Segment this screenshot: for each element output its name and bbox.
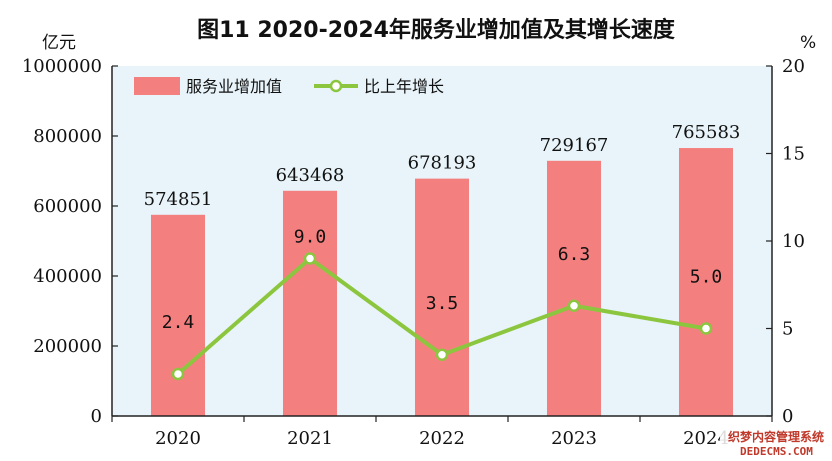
bar-2024	[679, 148, 733, 416]
right-y-tick-label-10: 10	[782, 231, 805, 252]
labels-layer: 574851 643468 678193 729167 765583 2.4 9.0 3.5 6…	[144, 122, 741, 333]
bar-value-label-2021: 643468	[276, 165, 345, 186]
bars-layer	[151, 148, 733, 416]
watermark: 织梦内容管理系统 DEDECMS.COM	[720, 427, 830, 459]
growth-point-2023	[567, 299, 581, 312]
watermark-line2: DEDECMS.COM	[740, 445, 813, 458]
growth-point-2021	[303, 252, 317, 265]
x-tick-label-2020: 2020	[155, 428, 201, 449]
bar-value-label-2020: 574851	[144, 189, 213, 210]
left-axis-unit: 亿元	[42, 33, 76, 53]
bar-value-label-2023: 729167	[540, 135, 609, 156]
bar-2022	[415, 178, 469, 416]
right-y-tick-label-20: 20	[782, 56, 805, 77]
left-y-tick-label-0: 0	[91, 406, 102, 427]
legend: 服务业增加值 比上年增长	[134, 77, 444, 96]
growth-point-2020	[171, 367, 185, 381]
legend-line-marker	[329, 79, 343, 93]
bar-value-label-2024: 765583	[672, 122, 741, 143]
bar-value-label-2022: 678193	[408, 153, 477, 174]
right-axis-unit: %	[800, 33, 816, 53]
bar-2023	[547, 160, 601, 416]
growth-point-2022	[435, 348, 449, 361]
legend-bar-label: 服务业增加值	[186, 77, 282, 96]
right-y-tick-label-0: 0	[782, 406, 793, 427]
x-tick-label-2022: 2022	[419, 428, 465, 449]
axes-layer: 0 200000 400000 600000 800000 1000000 0 5 10 15 20…	[22, 56, 805, 449]
left-y-tick-label-1000000: 1000000	[22, 56, 102, 77]
chart-title: 图11 2020-2024年服务业增加值及其增长速度	[197, 17, 676, 43]
right-y-tick-label-15: 15	[782, 144, 805, 165]
growth-value-label-2021: 9.0	[294, 227, 327, 248]
x-tick-label-2021: 2021	[287, 428, 333, 449]
growth-value-label-2022: 3.5	[426, 293, 459, 314]
legend-bar-swatch	[134, 77, 180, 95]
growth-value-label-2023: 6.3	[558, 244, 591, 265]
bar-2021	[283, 190, 337, 416]
line-layer	[171, 252, 713, 381]
x-tick-label-2023: 2023	[551, 428, 597, 449]
bar-2020	[151, 214, 205, 416]
growth-value-label-2020: 2.4	[162, 312, 195, 333]
left-y-tick-label-800000: 800000	[33, 126, 102, 147]
left-y-tick-label-200000: 200000	[33, 336, 102, 357]
left-y-tick-label-400000: 400000	[33, 266, 102, 287]
x-tick-label-2024: 2024	[683, 428, 729, 449]
left-y-tick-label-600000: 600000	[33, 196, 102, 217]
growth-point-2024	[699, 322, 713, 335]
legend-line-label: 比上年增长	[364, 77, 444, 96]
growth-value-label-2024: 5.0	[690, 267, 723, 288]
right-y-tick-label-5: 5	[782, 319, 793, 340]
watermark-line1: 织梦内容管理系统	[728, 429, 824, 444]
